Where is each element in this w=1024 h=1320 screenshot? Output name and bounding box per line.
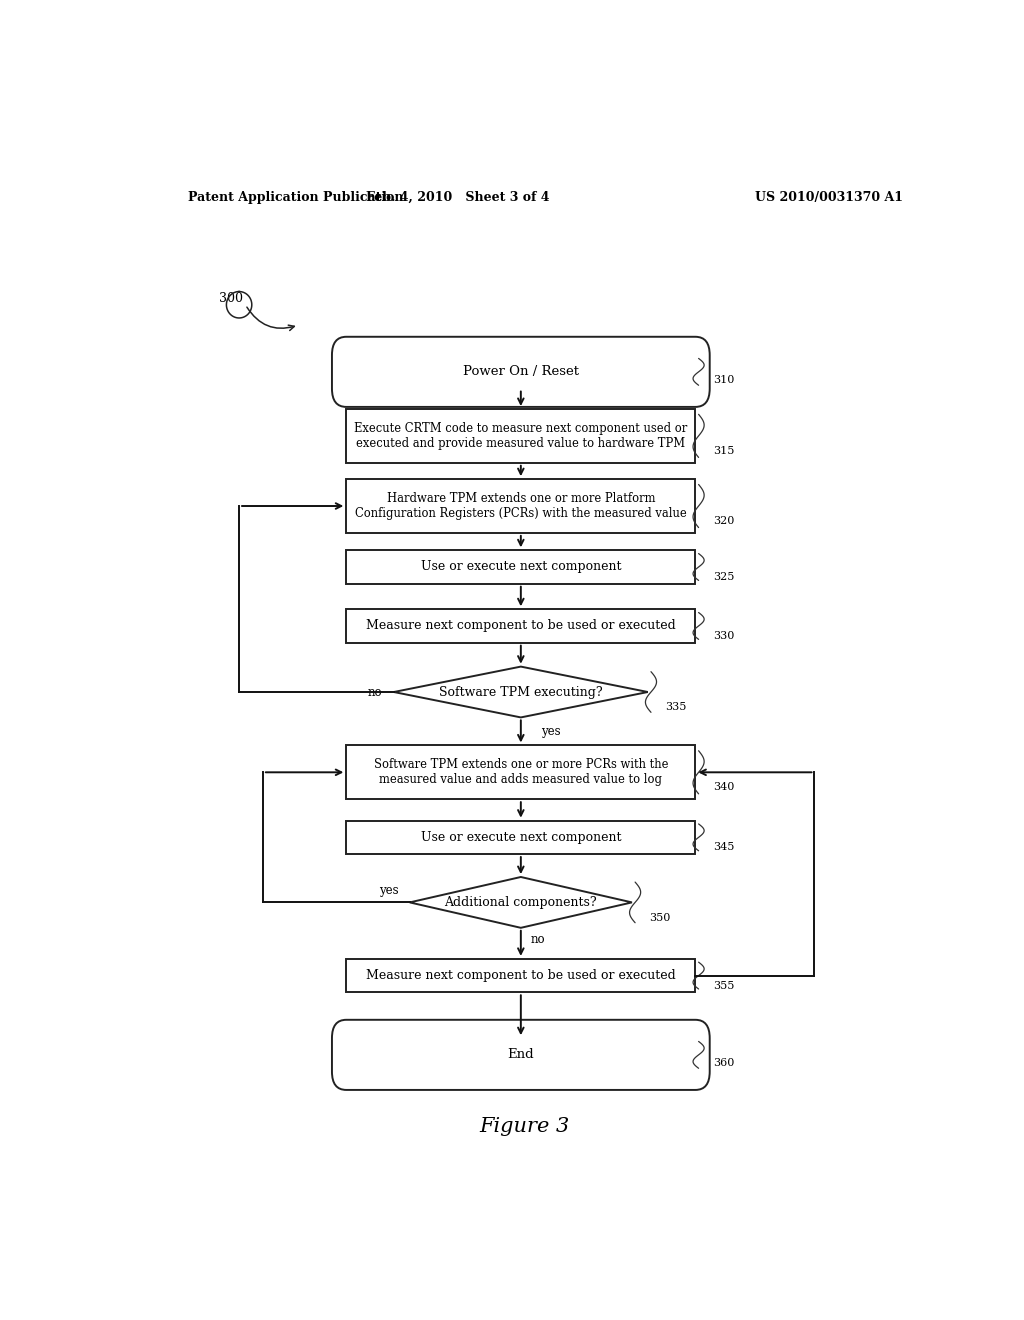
Bar — [346, 550, 695, 583]
Text: 320: 320 — [713, 516, 734, 527]
Text: no: no — [530, 933, 545, 946]
Bar — [346, 409, 695, 463]
Text: 310: 310 — [713, 375, 734, 385]
Text: Measure next component to be used or executed: Measure next component to be used or exe… — [366, 619, 676, 632]
Text: US 2010/0031370 A1: US 2010/0031370 A1 — [755, 190, 903, 203]
Text: Power On / Reset: Power On / Reset — [463, 366, 579, 379]
Text: 330: 330 — [713, 631, 734, 642]
Text: 340: 340 — [713, 783, 734, 792]
Text: no: no — [368, 685, 383, 698]
Polygon shape — [394, 667, 648, 718]
Text: 350: 350 — [649, 912, 671, 923]
Polygon shape — [410, 876, 632, 928]
Text: 360: 360 — [713, 1057, 734, 1068]
FancyBboxPatch shape — [332, 337, 710, 407]
Text: Patent Application Publication: Patent Application Publication — [187, 190, 403, 203]
Bar — [346, 958, 695, 993]
FancyBboxPatch shape — [332, 1020, 710, 1090]
Text: Use or execute next component: Use or execute next component — [421, 830, 622, 843]
Text: Feb. 4, 2010   Sheet 3 of 4: Feb. 4, 2010 Sheet 3 of 4 — [366, 190, 549, 203]
Bar — [346, 609, 695, 643]
Text: 345: 345 — [713, 842, 734, 853]
Bar — [346, 821, 695, 854]
Text: Software TPM extends one or more PCRs with the
measured value and adds measured : Software TPM extends one or more PCRs wi… — [374, 758, 668, 787]
Text: 325: 325 — [713, 572, 734, 582]
Text: Software TPM executing?: Software TPM executing? — [439, 685, 603, 698]
Text: Use or execute next component: Use or execute next component — [421, 561, 622, 573]
Text: 335: 335 — [666, 702, 687, 713]
Text: Hardware TPM extends one or more Platform
Configuration Registers (PCRs) with th: Hardware TPM extends one or more Platfor… — [355, 492, 687, 520]
Text: Measure next component to be used or executed: Measure next component to be used or exe… — [366, 969, 676, 982]
Text: 315: 315 — [713, 446, 734, 455]
Text: yes: yes — [541, 725, 560, 738]
Text: 300: 300 — [219, 292, 244, 305]
Text: 355: 355 — [713, 981, 734, 991]
Text: Figure 3: Figure 3 — [479, 1117, 570, 1135]
Bar — [346, 746, 695, 799]
Bar — [346, 479, 695, 533]
Text: End: End — [508, 1048, 535, 1061]
Text: Additional components?: Additional components? — [444, 896, 597, 909]
Text: yes: yes — [379, 884, 398, 898]
Text: Execute CRTM code to measure next component used or
executed and provide measure: Execute CRTM code to measure next compon… — [354, 422, 687, 450]
